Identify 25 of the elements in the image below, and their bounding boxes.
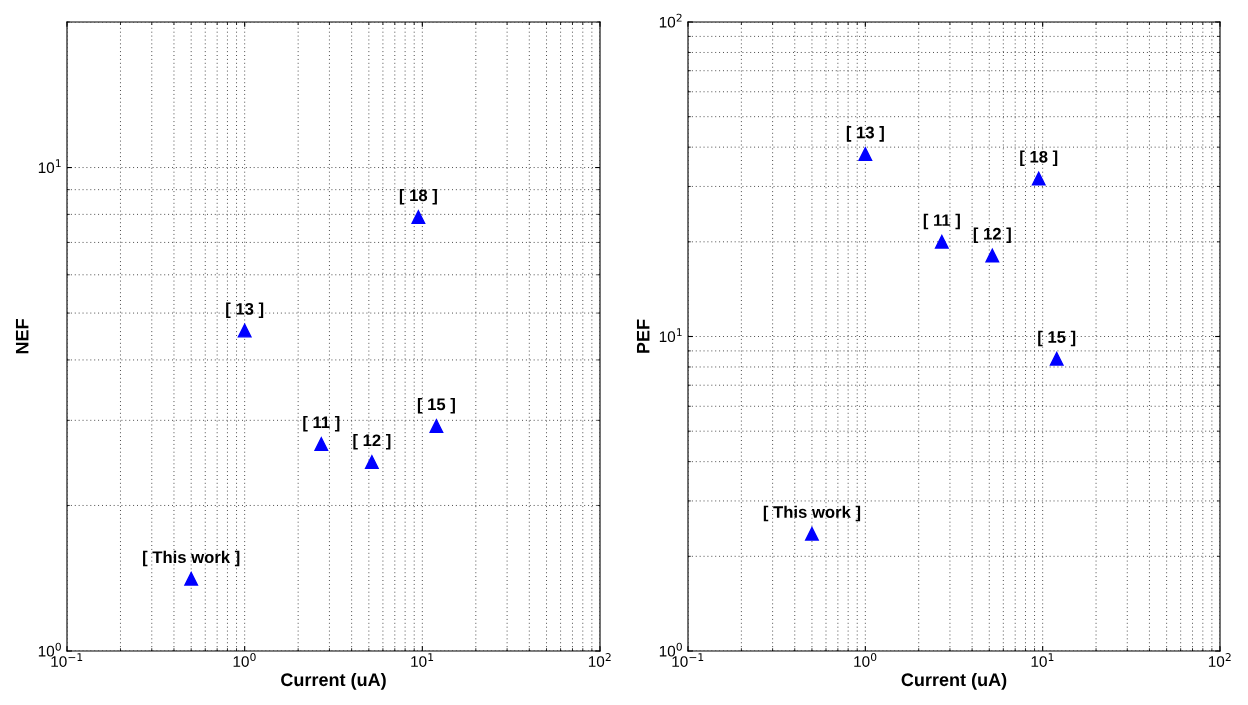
y-tick-label: 10$^{2}$	[659, 13, 682, 28]
annotation: [ 15 ]	[417, 397, 455, 414]
x-tick-label: 10$^{1}$	[411, 653, 434, 667]
annotation: [ 15 ]	[1038, 330, 1076, 347]
annotation: [ This work ]	[143, 550, 240, 567]
x-tick-label: 10$^{2}$	[1208, 653, 1231, 667]
annotation: [ 12 ]	[353, 433, 391, 450]
annotation: [ 12 ]	[973, 227, 1011, 243]
x-tick-label: 10$^{1}$	[1031, 653, 1054, 667]
x-tick-label: 10$^{0}$	[233, 653, 256, 667]
annotation: [ 11 ]	[923, 213, 960, 230]
y-axis-title: PEF	[636, 319, 650, 353]
annotation: [ 13 ]	[846, 126, 884, 142]
annotation: [ 18 ]	[399, 188, 437, 205]
x-axis-title: Current (uA)	[901, 672, 1007, 690]
x-tick-label: 10$^{2}$	[588, 653, 611, 667]
y-axis-title: NEF	[15, 319, 29, 354]
annotation: [ This work ]	[763, 505, 861, 522]
y-tick-label: 10$^{0}$	[659, 642, 682, 657]
annotation: [ 11 ]	[303, 415, 340, 432]
x-tick-label: 10$^{0}$	[854, 653, 877, 667]
annotation: [ 13 ]	[226, 302, 264, 319]
annotation: [ 18 ]	[1020, 150, 1058, 166]
x-axis-title: Current (uA)	[281, 672, 386, 690]
y-tick-label: 10$^{1}$	[659, 328, 682, 343]
